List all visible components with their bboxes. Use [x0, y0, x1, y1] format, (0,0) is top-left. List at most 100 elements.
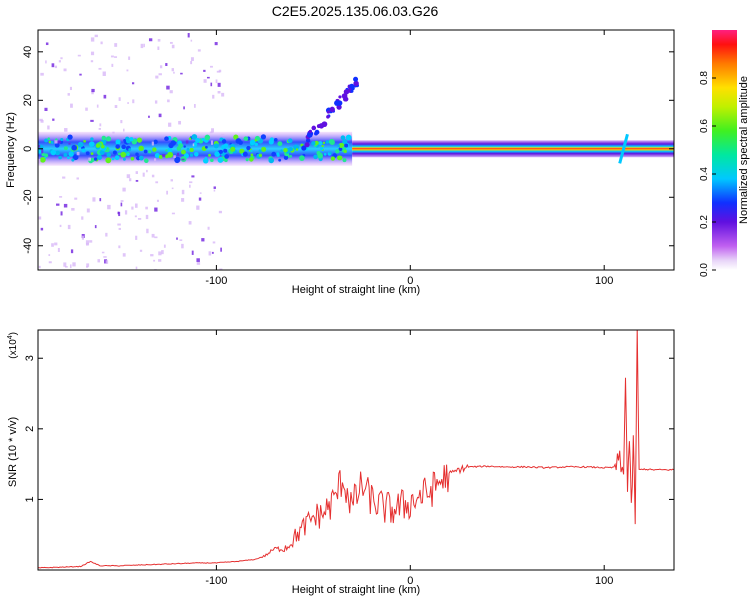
spectrogram-speck	[70, 103, 73, 108]
spectrogram-speck	[165, 63, 168, 67]
spectrogram-blob	[183, 145, 186, 148]
spectrogram-blob	[101, 135, 106, 141]
spectrogram-speck	[39, 118, 43, 122]
spectrogram-speck	[91, 88, 95, 93]
spectrogram-panel: -100 0 100 -40 -20 0 20 40 Height of straight l…	[5, 29, 675, 296]
spectrogram-speck	[196, 205, 200, 210]
spectrogram-blob	[343, 149, 347, 154]
spectrogram-blob	[271, 151, 277, 157]
spectrogram-speck	[40, 120, 44, 123]
spectrogram-blob	[210, 158, 214, 163]
spectrogram-speck	[102, 71, 106, 76]
spectrogram-speck	[59, 196, 63, 198]
spectrogram-blob	[295, 148, 299, 151]
spectrogram-speck	[196, 261, 201, 265]
spectrogram-blob	[204, 156, 208, 160]
spectrogram-blob	[148, 150, 152, 154]
spectrogram-blob	[99, 150, 105, 156]
spectrogram-speck	[189, 184, 191, 188]
spectrogram-streak	[321, 121, 328, 128]
spectrogram-speck	[104, 259, 108, 264]
colorbar-gradient	[712, 30, 737, 270]
spectrogram-blob	[114, 155, 120, 161]
spectrogram-speck	[207, 226, 210, 230]
spectrogram-blob	[321, 144, 324, 148]
spectrogram-blob	[93, 157, 98, 161]
spectrogram-streak	[353, 80, 359, 87]
spectrogram-speck	[183, 106, 185, 110]
spectrogram-speck	[103, 94, 107, 99]
spectrogram-blob	[105, 136, 112, 142]
spectrogram-speck	[188, 221, 192, 225]
spectrogram-speck	[38, 158, 41, 163]
spectrogram-speck	[181, 189, 185, 195]
spectrogram-speck	[173, 71, 175, 74]
spectrogram-streak	[338, 95, 342, 99]
spectrogram-speck	[139, 249, 143, 252]
spectrogram-blob	[250, 149, 253, 153]
spectrogram-blob	[242, 151, 248, 157]
spectrogram-speck	[148, 38, 153, 42]
spectrogram-speck	[199, 192, 202, 194]
spectrogram-blob	[224, 158, 228, 163]
spectrogram-speck	[118, 245, 121, 249]
spectrogram-blob	[205, 145, 208, 149]
spectrogram-blob	[268, 139, 274, 145]
spectrogram-blob	[63, 152, 68, 158]
spectrogram-speck	[170, 179, 173, 182]
spectrogram-speck	[107, 204, 111, 210]
spectrogram-ytick-label: -40	[22, 238, 34, 254]
spectrogram-speck	[126, 174, 131, 179]
spectrogram-speck	[151, 233, 155, 238]
spectrogram-blob	[60, 137, 64, 142]
spectrogram-speck	[129, 178, 132, 182]
spectrogram-speck	[90, 37, 95, 42]
spectrogram-speck	[169, 90, 173, 94]
spectrogram-narrow-band	[352, 140, 674, 158]
spectrogram-blob	[50, 140, 54, 145]
spectrogram-blob	[277, 141, 283, 147]
spectrogram-speck	[178, 120, 182, 125]
spectrogram-blob	[329, 151, 332, 155]
spectrogram-blob	[223, 148, 228, 153]
snr-ytick-label: 1	[24, 496, 36, 502]
spectrogram-speck	[146, 169, 148, 173]
spectrogram-blob	[204, 134, 211, 141]
spectrogram-speck	[192, 143, 195, 147]
spectrogram-speck	[134, 203, 138, 208]
spectrogram-speck	[38, 145, 41, 148]
spectrogram-speck	[112, 131, 115, 134]
spectrogram-blob	[40, 157, 46, 163]
spectrogram-speck	[189, 181, 193, 184]
spectrogram-speck	[157, 46, 160, 50]
spectrogram-blob	[278, 158, 282, 162]
spectrogram-speck	[88, 157, 91, 161]
spectrogram-speck	[198, 197, 202, 201]
spectrogram-speck	[213, 189, 216, 192]
spectrogram-speck	[94, 34, 98, 38]
spectrogram-xtick-label: -100	[205, 275, 227, 287]
colorbar-ticks: 0.0 0.2 0.4 0.6 0.8	[699, 71, 716, 277]
spectrogram-blob	[273, 137, 278, 142]
spectrogram-xtick-label: 0	[407, 275, 413, 287]
spectrogram-blob	[129, 137, 134, 142]
spectrogram-speck	[167, 99, 170, 103]
spectrogram-streak	[343, 97, 348, 102]
spectrogram-blob	[202, 158, 209, 164]
spectrogram-blob	[72, 154, 79, 161]
spectrogram-speck	[197, 49, 201, 52]
spectrogram-blob	[191, 134, 198, 140]
spectrogram-blob	[165, 149, 168, 152]
spectrogram-speck	[155, 75, 159, 79]
spectrogram-speck	[114, 43, 118, 47]
spectrogram-speck	[118, 227, 121, 230]
spectrogram-speck	[58, 60, 61, 63]
spectrogram-speck	[103, 256, 107, 258]
spectrogram-blob	[208, 153, 211, 157]
spectrogram-blob	[217, 157, 224, 163]
snr-xlabel: Height of straight line (km)	[292, 584, 420, 596]
spectrogram-blob	[337, 155, 342, 161]
spectrogram-transient	[618, 133, 629, 164]
spectrogram-blob	[258, 149, 262, 153]
spectrogram-speck	[203, 69, 206, 72]
